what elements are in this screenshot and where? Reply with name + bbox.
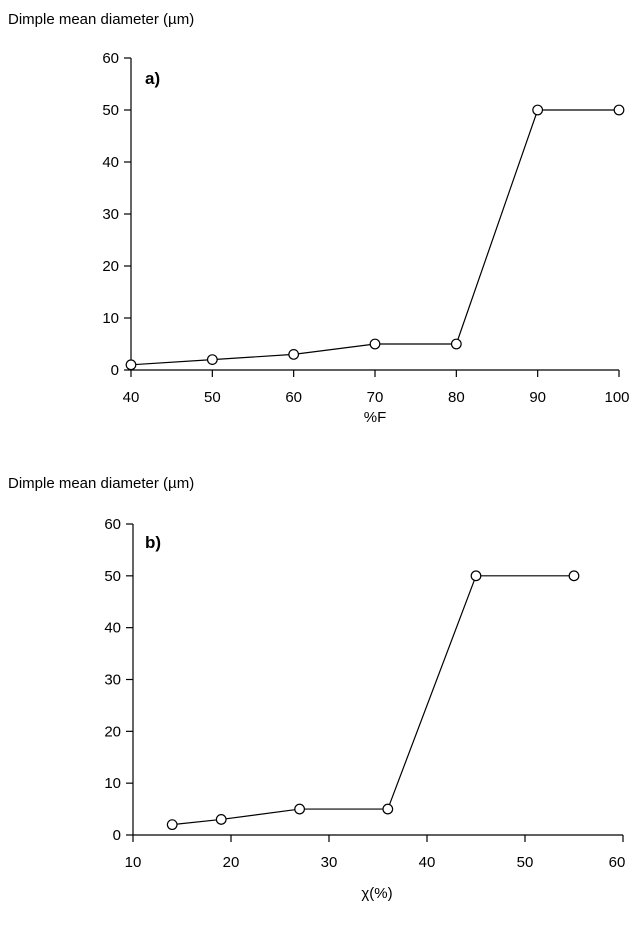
x-tick-label: 20: [223, 854, 240, 871]
series-line: [172, 575, 574, 826]
data-point-marker: [532, 104, 544, 116]
y-tick-label: 10: [104, 775, 121, 792]
chart-a-y-axis-label: Dimple mean diameter (µm): [8, 11, 194, 28]
chart-b-axes: [132, 524, 623, 836]
series-line: [130, 109, 619, 366]
data-point-marker: [288, 349, 300, 360]
data-point-marker: [568, 570, 580, 582]
y-tick-label: 20: [104, 723, 121, 740]
x-tick-label: 40: [419, 854, 436, 871]
chart-b-panel-label: b): [145, 533, 161, 552]
data-point-marker: [294, 803, 306, 815]
y-tick-label: 50: [102, 102, 119, 119]
x-tick-label: 30: [321, 854, 338, 871]
x-tick-label: 70: [367, 389, 384, 406]
data-point-marker: [369, 338, 381, 350]
chart-a-y-ticks: 0 10 20 30 40 50 60: [102, 50, 131, 379]
data-point-marker: [470, 570, 482, 582]
data-point-marker: [382, 803, 394, 815]
y-tick-label: 30: [104, 672, 121, 689]
chart-b: Dimple mean diameter (µm) b) 01020304050…: [8, 475, 625, 902]
y-tick-label: 40: [102, 154, 119, 171]
y-tick-label: 0: [113, 827, 121, 844]
data-point-marker: [166, 819, 178, 831]
data-point-marker: [215, 814, 227, 825]
y-tick-label: 30: [102, 206, 119, 223]
x-tick-label: 10: [125, 854, 142, 871]
x-tick-label: 40: [123, 389, 140, 406]
chart-b-x-ticks: 10 20 30 40 50 60: [125, 835, 626, 871]
data-point-marker: [206, 354, 218, 366]
data-point-marker: [450, 338, 462, 350]
chart-a-panel-label: a): [145, 69, 160, 88]
chart-a-x-ticks: 40 50 60 70 80 90 100: [123, 370, 630, 406]
chart-a-x-axis-label: %F: [364, 409, 387, 426]
y-tick-label: 0: [111, 362, 119, 379]
x-tick-label: 50: [204, 389, 221, 406]
y-tick-label: 10: [102, 310, 119, 327]
x-tick-label: 90: [529, 389, 546, 406]
x-tick-label: 80: [448, 389, 465, 406]
y-tick-label: 20: [102, 258, 119, 275]
data-point-marker: [613, 104, 625, 116]
chart-b-x-axis-label: χ(%): [361, 885, 392, 902]
chart-a: Dimple mean diameter (µm) a) 0 10 20 30 40 50…: [8, 11, 630, 426]
chart-a-series: [125, 104, 625, 371]
chart-b-y-ticks: 0 10 20 30 40 50 60: [104, 516, 133, 844]
data-point-marker: [125, 359, 137, 371]
y-tick-label: 40: [104, 620, 121, 637]
x-tick-label: 60: [609, 854, 626, 871]
chart-b-y-axis-label: Dimple mean diameter (µm): [8, 475, 194, 492]
y-tick-label: 60: [102, 50, 119, 67]
x-tick-label: 60: [285, 389, 302, 406]
y-tick-label: 60: [104, 516, 121, 533]
y-tick-label: 50: [104, 568, 121, 585]
chart-b-series: [166, 570, 580, 831]
x-tick-label: 100: [604, 389, 629, 406]
chart-a-axes: [130, 58, 619, 371]
x-tick-label: 50: [517, 854, 534, 871]
